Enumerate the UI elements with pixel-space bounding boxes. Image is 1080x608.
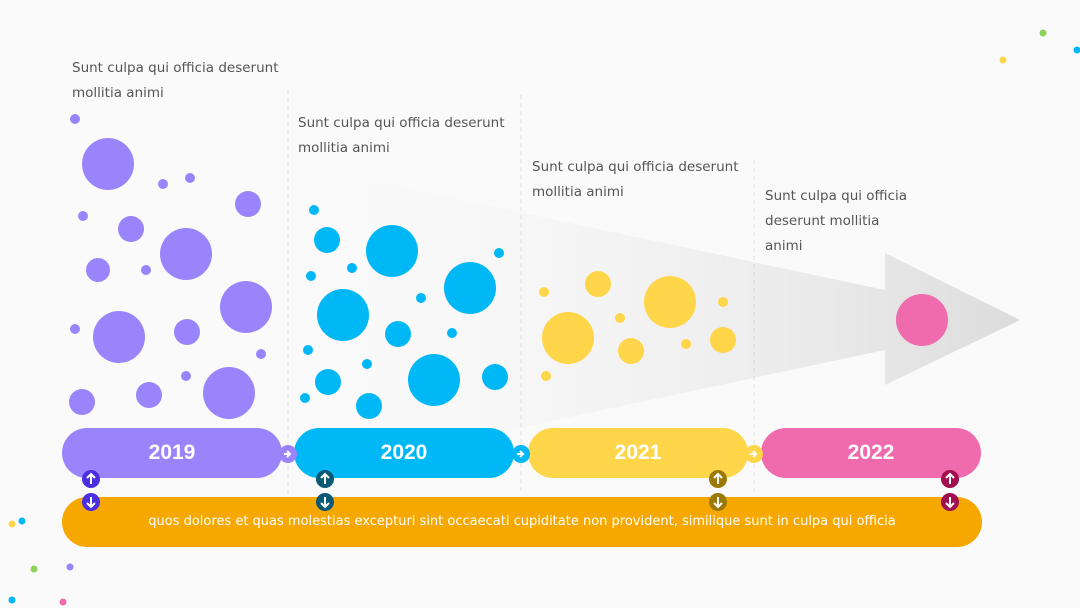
connector-arrow (284, 450, 292, 458)
arrow-glyph (320, 497, 330, 509)
arrow-glyph (713, 497, 723, 509)
bubble (160, 228, 212, 280)
arrow-glyph (713, 472, 723, 484)
bubble (362, 359, 372, 369)
bubble (306, 271, 316, 281)
confetti (8, 520, 16, 528)
confetti (1073, 46, 1080, 54)
bubble (93, 311, 145, 363)
bubble (70, 324, 80, 334)
arrow-glyph (945, 497, 955, 509)
confetti (18, 517, 26, 525)
bubble (314, 227, 340, 253)
bubble (408, 354, 460, 406)
bubble (185, 173, 195, 183)
bubble (256, 349, 266, 359)
bubble (385, 321, 411, 347)
bubble (309, 205, 319, 215)
bubble (141, 265, 151, 275)
bubble (220, 281, 272, 333)
bubble (618, 338, 644, 364)
bubble (86, 258, 110, 282)
year-pill (528, 428, 748, 478)
bubble (174, 319, 200, 345)
bubble (315, 369, 341, 395)
footer-text: quos dolores et quas molestias excepturi… (148, 514, 896, 529)
bubble (118, 216, 144, 242)
connector-arrow (750, 450, 758, 458)
bubble (539, 287, 549, 297)
confetti (8, 596, 16, 604)
bubble (615, 313, 625, 323)
confetti (999, 56, 1007, 64)
bubble (494, 248, 504, 258)
arrow-glyph (320, 472, 330, 484)
year-label: 2022 (847, 441, 895, 464)
bubble (78, 211, 88, 221)
confetti (59, 598, 67, 606)
arrow-glyph (945, 472, 955, 484)
bubble (303, 345, 313, 355)
bubble (542, 312, 594, 364)
bubble (317, 289, 369, 341)
description: Sunt culpa qui officia deserunt mollitia… (765, 188, 908, 254)
year-label: 2020 (380, 441, 428, 464)
bubble (644, 276, 696, 328)
bubble (541, 371, 551, 381)
bubble (444, 262, 496, 314)
arrow-glyph (86, 497, 96, 509)
bubble (447, 328, 457, 338)
description: Sunt culpa qui officia deserunt mollitia… (72, 60, 279, 101)
bubble (710, 327, 736, 353)
bubble (158, 179, 168, 189)
bubble (69, 389, 95, 415)
bubble (181, 371, 191, 381)
description: Sunt culpa qui officia deserunt mollitia… (532, 159, 739, 200)
bubble (681, 339, 691, 349)
bubble (482, 364, 508, 390)
year-pill (294, 428, 514, 478)
confetti (66, 563, 74, 571)
bubble (585, 271, 611, 297)
bubble (203, 367, 255, 419)
connector-arrow (517, 450, 525, 458)
bubble (136, 382, 162, 408)
arrow-glyph (86, 472, 96, 484)
bubble (896, 294, 948, 346)
year-label: 2021 (614, 441, 662, 464)
confetti (1039, 29, 1047, 37)
bubble (82, 138, 134, 190)
year-pill (761, 428, 981, 478)
bubble (70, 114, 80, 124)
bubble (300, 393, 310, 403)
bubble (347, 263, 357, 273)
bubble (718, 297, 728, 307)
year-label: 2019 (148, 441, 196, 464)
footer-bar (62, 497, 982, 547)
bubble (416, 293, 426, 303)
description: Sunt culpa qui officia deserunt mollitia… (298, 115, 505, 156)
year-pill (62, 428, 282, 478)
bubble (356, 393, 382, 419)
confetti (30, 565, 38, 573)
bubble (366, 225, 418, 277)
bubble (235, 191, 261, 217)
